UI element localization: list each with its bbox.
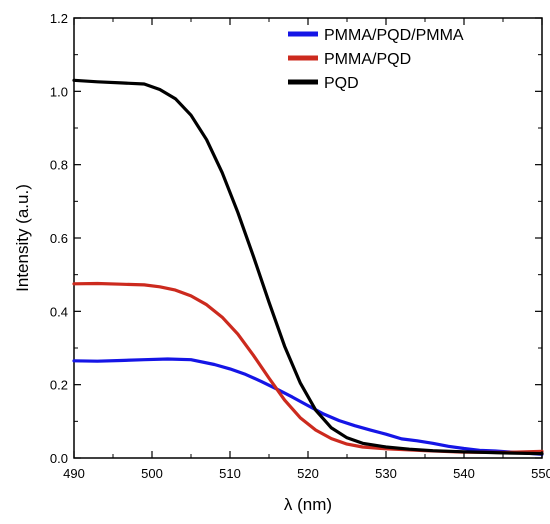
legend-label: PMMA/PQD [324,51,411,68]
legend-label: PMMA/PQD/PMMA [324,27,464,44]
x-tick-label: 490 [63,466,85,481]
series-layer [72,78,544,456]
series-line-pqd [72,78,544,456]
y-tick-label: 0.2 [50,378,68,393]
legend-label: PQD [324,75,359,92]
x-axis-title: λ (nm) [284,495,332,514]
series-line-pmma-pqd-pmma [72,357,544,456]
axis-ticks: 490 500 510 520 530 540 550 0.0 0.2 0.4 0.6 0.8 1.0 1… [50,11,550,481]
y-tick-label: 0.8 [50,158,68,173]
x-tick-label: 510 [219,466,241,481]
x-tick-label: 540 [453,466,475,481]
x-tick-label: 500 [141,466,163,481]
x-tick-label: 520 [297,466,319,481]
series-line-pmma-pqd [72,281,544,455]
y-tick-label: 1.2 [50,11,68,26]
y-tick-label: 0.6 [50,231,68,246]
y-tick-label: 0.0 [50,451,68,466]
y-tick-label: 0.4 [50,304,68,319]
legend: PMMA/PQD/PMMA PMMA/PQD PQD [288,27,464,92]
x-tick-label: 530 [375,466,397,481]
y-tick-label: 1.0 [50,84,68,99]
x-tick-label: 550 [531,466,550,481]
y-axis-title: Intensity (a.u.) [13,184,32,292]
